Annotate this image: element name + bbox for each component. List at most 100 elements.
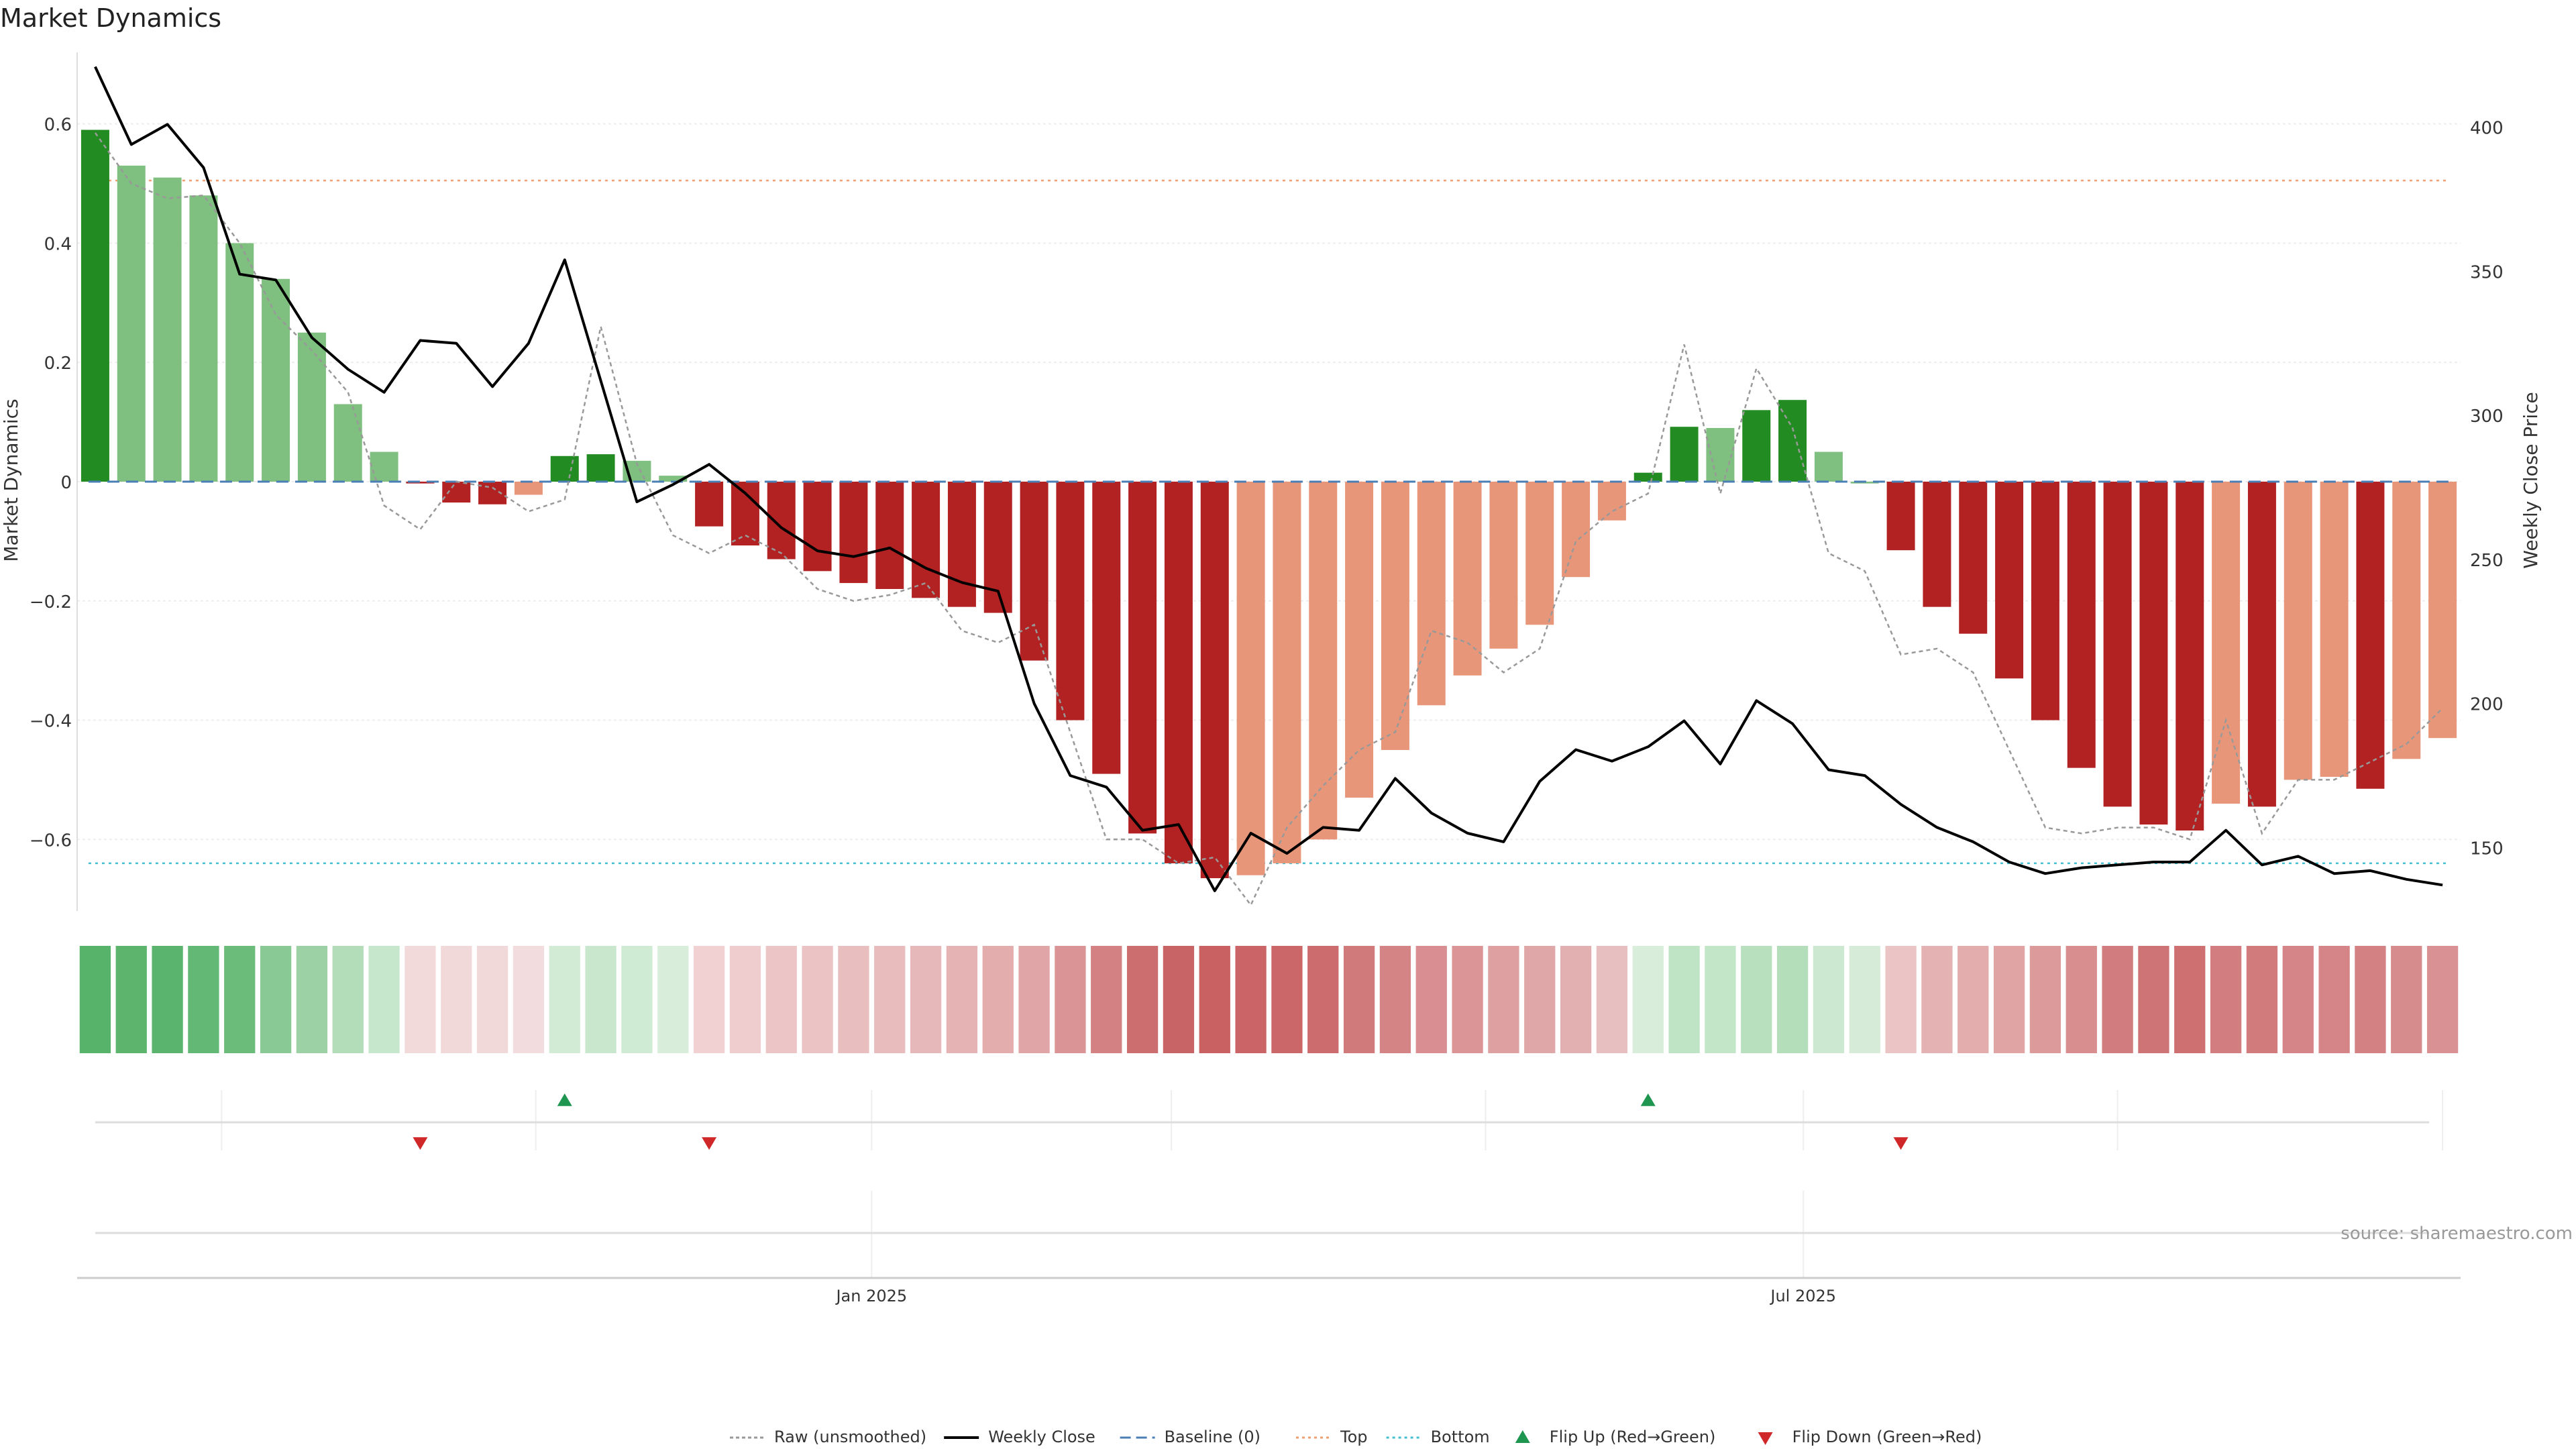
heat-cell [476, 946, 508, 1053]
legend-label: Raw (unsmoothed) [774, 1428, 926, 1446]
legend-label: Top [1340, 1428, 1368, 1446]
heat-cell [2065, 946, 2097, 1053]
dynamics-bar [839, 482, 868, 584]
dynamics-bar [80, 129, 109, 482]
heat-cell [152, 946, 183, 1053]
heat-cell [1993, 946, 2025, 1053]
dynamics-bar [1742, 410, 1771, 482]
heat-cell [549, 946, 580, 1053]
heat-cell [1705, 946, 1736, 1053]
heat-cell [2426, 946, 2459, 1053]
dynamics-bar [225, 243, 254, 482]
heat-cell [1488, 946, 1519, 1053]
axes: 0.6 0.4 0.2 0 −0.2 −0.4 −0.6 400 350 300 250 200 150 [30, 52, 2504, 911]
heat-cell [2318, 946, 2350, 1053]
heat-cell [79, 946, 111, 1053]
legend-item-baseline: Baseline (0) [1120, 1428, 1260, 1446]
dynamics-bar [2103, 482, 2132, 807]
dynamics-bar [1164, 482, 1193, 863]
heat-cell [1560, 946, 1592, 1053]
dynamics-bar [947, 482, 976, 607]
dynamics-bar [2392, 482, 2421, 759]
heat-cell [513, 946, 545, 1053]
heat-cell [910, 946, 942, 1053]
dynamics-bar [406, 482, 435, 484]
y2-tick-label: 150 [2470, 839, 2504, 859]
flip-down-marker [702, 1137, 717, 1150]
heat-cell [2210, 946, 2242, 1053]
heat-cell [838, 946, 869, 1053]
dynamics-bar [117, 165, 146, 482]
dynamics-bar [297, 332, 326, 482]
heat-cell [224, 946, 256, 1053]
dynamics-bar [1778, 400, 1807, 482]
weekly-close-line [94, 66, 2443, 892]
dynamics-bar [2284, 482, 2312, 780]
heat-cell [260, 946, 292, 1053]
dynamics-bar [1562, 482, 1591, 578]
heat-cell [1055, 946, 1086, 1053]
dynamics-bar [333, 404, 362, 482]
heat-cell [2246, 946, 2278, 1053]
dynamics-bar [2247, 482, 2276, 807]
legend-swatch [1758, 1432, 1773, 1445]
dynamics-bar [1959, 482, 1988, 634]
dynamics-bar [1092, 482, 1121, 774]
heat-cell [2029, 946, 2061, 1053]
heat-cell [1524, 946, 1556, 1053]
dynamics-bar [659, 476, 688, 482]
dynamics-bar [1489, 482, 1518, 649]
dynamics-bar [1381, 482, 1409, 750]
heat-cell [1596, 946, 1628, 1053]
heat-cell [657, 946, 689, 1053]
dynamics-bar [1597, 482, 1626, 521]
heat-cell [2138, 946, 2169, 1053]
y-tick-label: −0.6 [30, 830, 72, 851]
y2-tick-label: 200 [2470, 695, 2504, 715]
heat-cell [1415, 946, 1447, 1053]
heat-cell [1379, 946, 1411, 1053]
heat-cell [1452, 946, 1483, 1053]
heat-cell [2355, 946, 2386, 1053]
y-axis-label: Market Dynamics [0, 398, 22, 561]
heat-cell [802, 946, 833, 1053]
heat-cell [693, 946, 725, 1053]
heat-cell [1776, 946, 1809, 1053]
y2-tick-label: 250 [2470, 551, 2504, 571]
dynamics-bar [1056, 482, 1085, 720]
chart-title: Market Dynamics [0, 3, 221, 33]
heat-cell [874, 946, 906, 1053]
heat-cell [1235, 946, 1267, 1053]
dynamics-bar [370, 451, 398, 482]
flip-markers [95, 1090, 2444, 1150]
heat-cell [729, 946, 761, 1053]
heat-cell [1632, 946, 1664, 1053]
raw-series-line [94, 132, 2443, 907]
dynamics-bar [875, 482, 904, 589]
reference-lines [88, 179, 2450, 865]
legend-label: Bottom [1431, 1428, 1490, 1446]
y-tick-label: 0.4 [44, 234, 72, 254]
y-tick-label: −0.4 [30, 712, 72, 732]
heat-cell [1091, 946, 1122, 1053]
heat-cell [405, 946, 436, 1053]
y2-axis-label: Weekly Close Price [2520, 392, 2542, 568]
heat-cell [441, 946, 472, 1053]
dynamics-bars [80, 129, 2457, 879]
heat-cell [982, 946, 1014, 1053]
x-tick-label: Jan 2025 [835, 1287, 907, 1305]
legend-item-flipup: Flip Up (Red→Green) [1515, 1428, 1716, 1446]
legend-label: Weekly Close [988, 1428, 1095, 1446]
dynamics-bar [2356, 482, 2385, 789]
heat-cell [115, 946, 147, 1053]
legend-item-bottom: Bottom [1386, 1428, 1490, 1446]
heat-cell [1343, 946, 1375, 1053]
dynamics-bar [1236, 482, 1265, 875]
dynamics-bar [1633, 472, 1662, 482]
legend-label: Flip Up (Red→Green) [1550, 1428, 1716, 1446]
heat-cell [2174, 946, 2206, 1053]
heat-cell [368, 946, 400, 1053]
heat-cell [765, 946, 797, 1053]
legend-swatch [1515, 1430, 1530, 1443]
heat-cell [332, 946, 364, 1053]
